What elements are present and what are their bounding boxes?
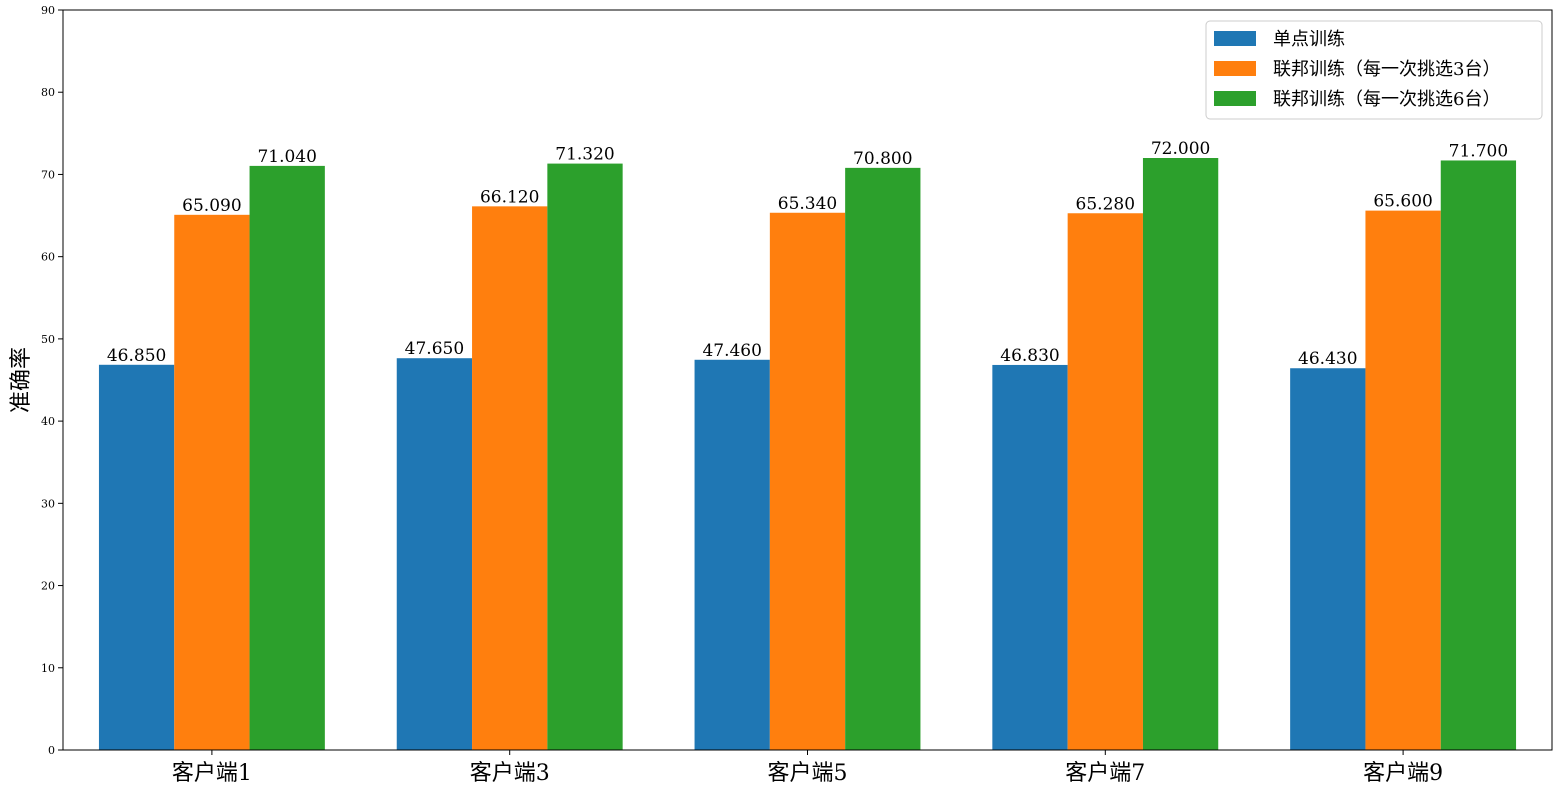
bar-value-label: 66.120 xyxy=(480,187,539,207)
bar-value-label: 47.650 xyxy=(405,339,464,359)
bar xyxy=(845,167,921,750)
legend-swatch xyxy=(1214,61,1256,76)
x-axis: 客户端1 客户端3 客户端5 客户端7 客户端9 xyxy=(172,750,1443,786)
bar-value-label: 71.700 xyxy=(1449,141,1508,161)
bar-value-label: 65.280 xyxy=(1076,194,1135,214)
bar xyxy=(396,358,473,750)
bar xyxy=(472,206,548,750)
legend-swatch xyxy=(1214,31,1256,46)
bar-value-label: 65.340 xyxy=(778,194,837,214)
y-tick-label: 70 xyxy=(41,168,55,181)
bar-value-label: 46.430 xyxy=(1298,349,1357,369)
bar-value-label: 65.600 xyxy=(1373,192,1432,212)
y-tick-label: 80 xyxy=(41,86,55,99)
bar xyxy=(174,214,250,750)
y-tick-label: 40 xyxy=(41,415,55,428)
bar-value-label: 72.000 xyxy=(1151,139,1210,159)
y-tick-label: 50 xyxy=(41,333,55,346)
bar xyxy=(1365,210,1441,751)
bar-value-label: 65.090 xyxy=(182,196,241,216)
bar xyxy=(992,364,1068,750)
legend-label: 单点训练 xyxy=(1273,29,1345,50)
y-tick-label: 90 xyxy=(41,4,55,17)
y-tick-label: 60 xyxy=(41,251,55,264)
bar-labels-layer: 46.850 65.090 71.040 47.650 66.120 71.320 47.4… xyxy=(107,139,1508,369)
bar xyxy=(1440,160,1517,750)
legend-label: 联邦训练（每一次挑选6台） xyxy=(1273,89,1500,110)
bar-value-label: 46.850 xyxy=(107,346,166,366)
y-axis: 0 10 20 30 40 50 60 70 80 90 xyxy=(41,4,63,757)
y-tick-label: 10 xyxy=(41,662,55,675)
bar-value-label: 47.460 xyxy=(702,341,761,361)
bars-layer xyxy=(98,158,1517,751)
bar xyxy=(98,364,175,750)
bar xyxy=(1290,368,1366,750)
x-tick-label: 客户端7 xyxy=(1065,761,1145,786)
bar xyxy=(694,359,770,750)
bar xyxy=(1142,158,1219,750)
x-tick-label: 客户端9 xyxy=(1363,761,1443,786)
y-tick-label: 0 xyxy=(48,744,55,757)
x-tick-label: 客户端1 xyxy=(172,761,252,786)
y-axis-label: 准确率 xyxy=(9,347,34,413)
y-tick-label: 20 xyxy=(41,580,55,593)
x-tick-label: 客户端5 xyxy=(768,761,848,786)
legend-swatch xyxy=(1214,91,1256,106)
bar-value-label: 46.830 xyxy=(1000,346,1059,366)
legend-box xyxy=(1205,20,1543,120)
y-tick-label: 30 xyxy=(41,497,55,510)
plot-frame xyxy=(62,9,1553,751)
bar xyxy=(769,212,846,750)
bar-value-label: 71.320 xyxy=(555,145,614,165)
bar xyxy=(249,165,325,751)
bar-value-label: 70.800 xyxy=(853,149,912,169)
bar xyxy=(547,163,623,750)
x-tick-label: 客户端3 xyxy=(470,761,550,786)
bar xyxy=(1067,213,1143,751)
bar-value-label: 71.040 xyxy=(257,147,316,167)
legend-label: 联邦训练（每一次挑选3台） xyxy=(1273,59,1500,80)
